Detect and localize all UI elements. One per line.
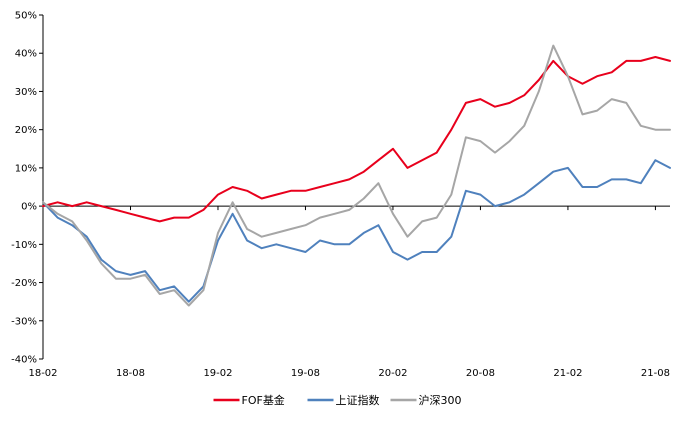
legend-label: FOF基金 <box>242 393 285 407</box>
y-tick-label: -20% <box>11 278 37 289</box>
series-line-0 <box>42 56 671 223</box>
y-tick-label: 30% <box>15 87 37 98</box>
legend-item-2: 沪深300 <box>390 393 462 407</box>
series-group <box>42 44 671 307</box>
legend-item-0: FOF基金 <box>213 393 285 407</box>
y-tick-label: 10% <box>15 163 37 174</box>
x-tick-label: 19-08 <box>291 368 320 379</box>
legend-item-1: 上证指数 <box>307 393 380 407</box>
x-tick-label: 20-02 <box>378 368 407 379</box>
legend: FOF基金 上证指数 沪深300 <box>213 393 462 407</box>
series-line-1 <box>42 159 671 303</box>
y-tick-label: 20% <box>15 125 37 136</box>
y-tick-label: -40% <box>11 355 37 366</box>
x-tick-label: 21-02 <box>553 368 582 379</box>
x-tick-label: 19-02 <box>203 368 232 379</box>
x-tick-label: 18-08 <box>116 368 145 379</box>
x-tick-label: 20-08 <box>466 368 495 379</box>
y-tick-label: -10% <box>11 240 37 251</box>
y-tick-label: 0% <box>21 202 37 213</box>
x-tick-label: 21-08 <box>641 368 670 379</box>
series-line-2 <box>42 44 671 307</box>
legend-label: 上证指数 <box>336 393 380 407</box>
y-tick-label: 40% <box>15 49 37 60</box>
legend-label: 沪深300 <box>419 393 462 407</box>
y-axis: -40% -30% -20% -10% 0% 10% 20% 30% 40% 50% <box>11 11 44 366</box>
x-axis: 18-02 18-08 19-02 19-08 20-02 20-08 21-02 21-08 <box>28 205 670 379</box>
y-tick-label: 50% <box>15 11 37 22</box>
x-tick-label: 18-02 <box>28 368 57 379</box>
y-tick-label: -30% <box>11 316 37 327</box>
